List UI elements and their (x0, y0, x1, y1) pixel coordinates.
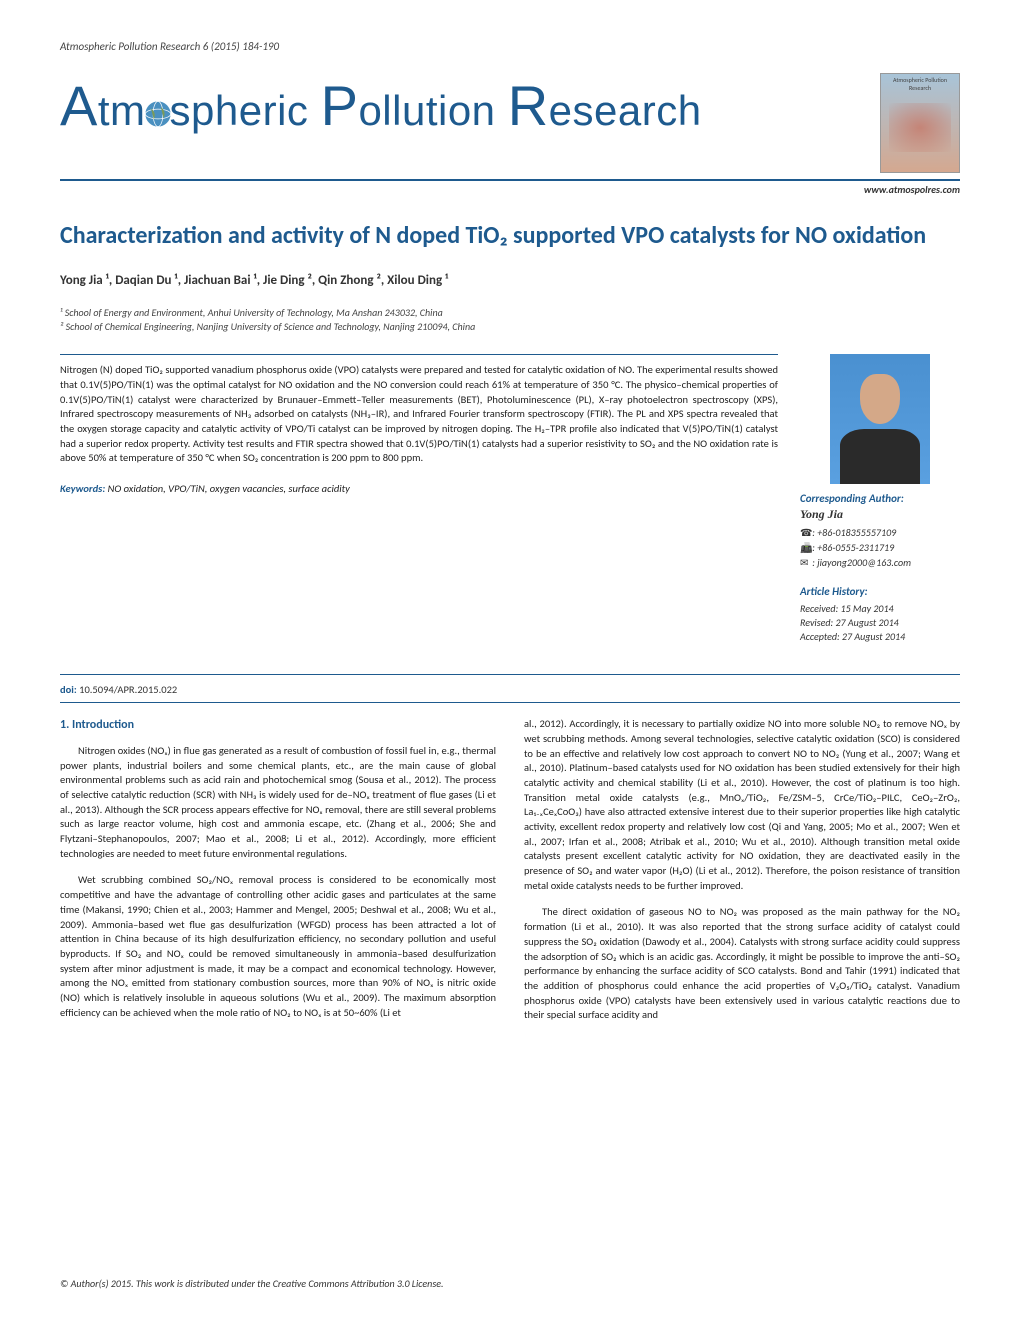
phone-line: ☎ : +86-018355557109 (800, 526, 960, 539)
corresponding-author-name: Yong Jia (800, 507, 960, 522)
body-column-left: 1. Introduction Nitrogen oxides (NOₓ) in… (60, 717, 496, 1035)
journal-cover-thumb: Atmospheric Pollution Research (880, 73, 960, 173)
intro-para-2: Wet scrubbing combined SO₂/NOₓ removal p… (60, 873, 496, 1020)
affiliation-1: ¹ School of Energy and Environment, Anhu… (60, 306, 960, 320)
header-divider (60, 179, 960, 181)
intro-para-4: The direct oxidation of gaseous NO to NO… (524, 905, 960, 1023)
website-url: www.atmospolres.com (60, 183, 960, 196)
authors-line: Yong Jia ¹, Daqian Du ¹, Jiachuan Bai ¹,… (60, 273, 960, 288)
phone-icon: ☎ (800, 526, 810, 539)
body-text: 1. Introduction Nitrogen oxides (NOₓ) in… (60, 717, 960, 1035)
keywords-label: Keywords: (60, 482, 105, 495)
history-received: Received: 15 May 2014 (800, 602, 960, 616)
history-revised: Revised: 27 August 2014 (800, 616, 960, 630)
abstract-divider-top (60, 354, 778, 355)
abstract-text: Nitrogen (N) doped TiO₂ supported vanadi… (60, 363, 778, 466)
doi-value: 10.5094/APR.2015.022 (77, 683, 177, 696)
email-line: ✉ : jiayong2000@163.com (800, 556, 960, 569)
article-history-heading: Article History: (800, 585, 960, 598)
keywords: Keywords: NO oxidation, VPO/TiN, oxygen … (60, 482, 778, 495)
journal-title: Atmspheric Pollution Research (60, 73, 702, 138)
affiliations: ¹ School of Energy and Environment, Anhu… (60, 306, 960, 334)
fax-line: 📠 : +86-0555-2311719 (800, 541, 960, 554)
history-accepted: Accepted: 27 August 2014 (800, 630, 960, 644)
doi-row: doi: 10.5094/APR.2015.022 (60, 674, 960, 703)
intro-para-1: Nitrogen oxides (NOₓ) in flue gas genera… (60, 744, 496, 862)
header-citation: Atmospheric Pollution Research 6 (2015) … (60, 40, 960, 53)
introduction-heading: 1. Introduction (60, 717, 496, 734)
footer-license: © Author(s) 2015. This work is distribut… (60, 1277, 444, 1290)
corresponding-author-label: Corresponding Author: (800, 492, 960, 505)
intro-para-3: al., 2012). Accordingly, it is necessary… (524, 717, 960, 893)
email-icon: ✉ (800, 556, 810, 569)
article-title: Characterization and activity of N doped… (60, 220, 960, 251)
body-column-right: al., 2012). Accordingly, it is necessary… (524, 717, 960, 1035)
fax-icon: 📠 (800, 541, 810, 554)
globe-icon (144, 100, 172, 128)
affiliation-2: ² School of Chemical Engineering, Nanjin… (60, 320, 960, 334)
author-photo (830, 354, 930, 484)
doi-label: doi: (60, 683, 77, 696)
keywords-text: NO oxidation, VPO/TiN, oxygen vacancies,… (105, 482, 350, 495)
journal-banner: Atmspheric Pollution Research Atmospheri… (60, 73, 960, 173)
